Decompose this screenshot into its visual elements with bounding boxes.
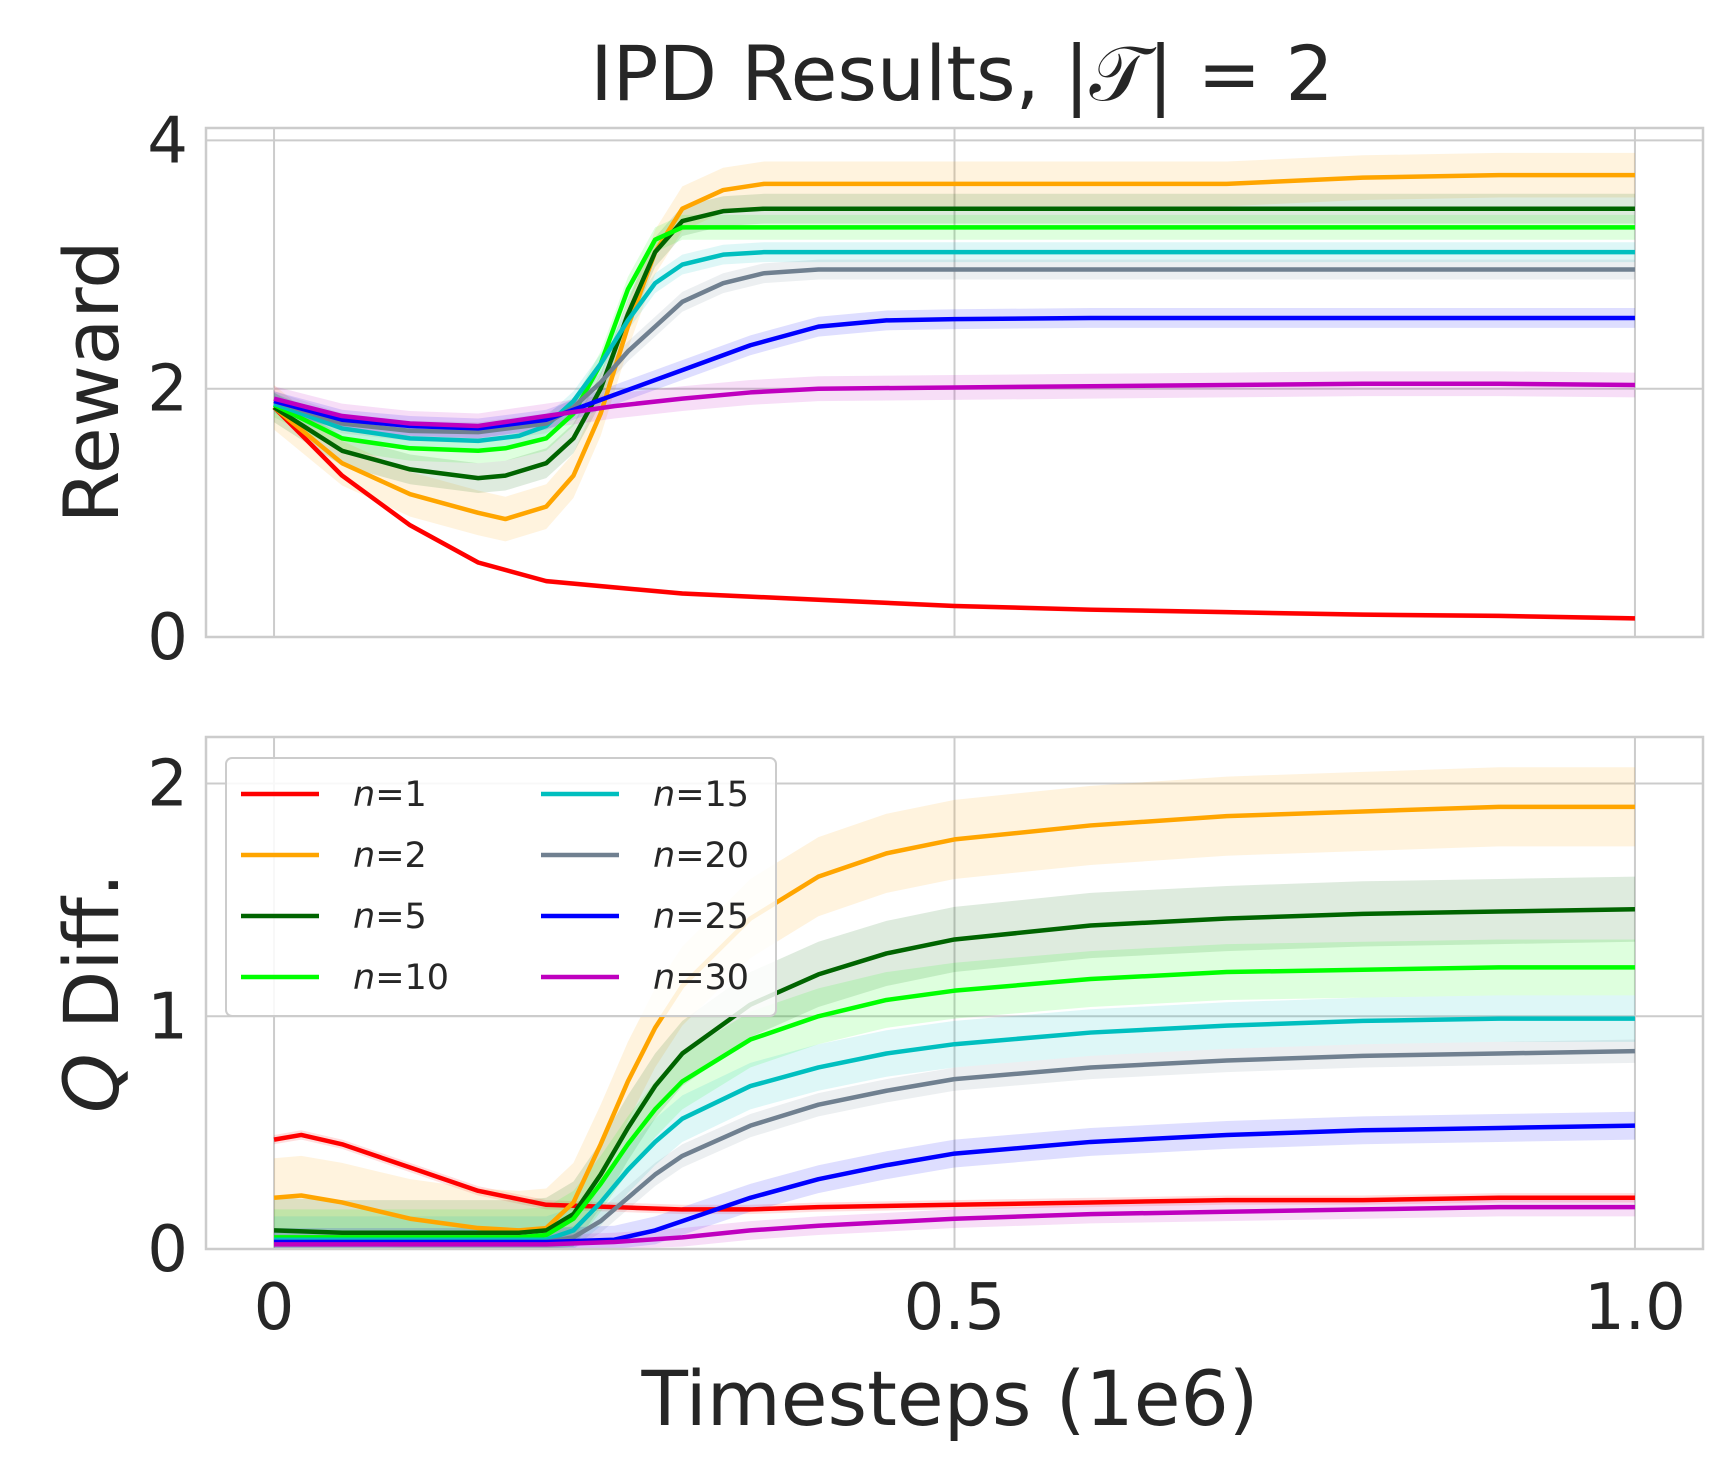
legend: n=1 n=2 n=5 n=10 n=15 n=20 n=25 n=30 xyxy=(225,757,777,1017)
reward-band-n2 xyxy=(274,152,1635,542)
qdiff-x-tick-label: 0 xyxy=(254,1271,295,1345)
legend-label-n20: n=20 xyxy=(653,836,749,876)
reward-line-n5 xyxy=(272,206,1635,481)
reward-line-n10 xyxy=(273,225,1635,454)
qdiff-line-n30 xyxy=(274,1204,1635,1247)
qdiff-band-n2 xyxy=(274,767,1635,1249)
reward-line-n20 xyxy=(273,267,1635,435)
figure-title: IPD Results, |𝒯| = 2 xyxy=(590,29,1333,119)
reward-line-n1 xyxy=(272,405,1635,621)
reward-line-n30 xyxy=(273,381,1635,429)
reward-y-tick-label: 0 xyxy=(147,601,188,675)
qdiff-y-axis-label: Q Diff. xyxy=(47,873,136,1113)
legend-label-n2: n=2 xyxy=(353,836,427,876)
qdiff-line-n10 xyxy=(274,965,1635,1240)
legend-label-n30: n=30 xyxy=(653,958,749,998)
qdiff-band-n10 xyxy=(274,939,1635,1249)
qdiff-line-n15 xyxy=(274,1016,1635,1242)
legend-label-n15: n=15 xyxy=(653,775,749,815)
reward-y-axis-label: Reward xyxy=(47,240,136,523)
qdiff-band-n25 xyxy=(274,1111,1635,1249)
reward-line-n25 xyxy=(273,315,1635,431)
reward-line-n15 xyxy=(273,249,1635,444)
qdiff-line-n2 xyxy=(273,804,1635,1233)
qdiff-plot-frame xyxy=(204,735,1705,1251)
legend-box xyxy=(225,757,777,1017)
legend-label-n25: n=25 xyxy=(653,897,749,937)
reward-band-n30 xyxy=(274,371,1635,439)
qdiff-x-tick-label: 0.5 xyxy=(904,1271,1006,1345)
reward-band-n5 xyxy=(274,193,1635,493)
qdiff-band-n20 xyxy=(274,1039,1635,1249)
reward-y-tick-label: 4 xyxy=(147,104,188,178)
legend-label-n5: n=5 xyxy=(353,897,427,937)
qdiff-y-tick-label: 0 xyxy=(147,1213,188,1287)
x-axis-label: Timesteps (1e6) xyxy=(641,1354,1259,1443)
reward-y-tick-label: 2 xyxy=(147,353,188,427)
qdiff-line-n25 xyxy=(274,1123,1635,1245)
qdiff-line-n5 xyxy=(273,906,1635,1235)
qdiff-y-tick-label: 2 xyxy=(147,748,188,822)
qdiff-y-tick-label: 1 xyxy=(147,980,188,1054)
legend-label-n10: n=10 xyxy=(353,958,449,998)
reward-plot-frame xyxy=(204,126,1705,639)
legend-label-n1: n=1 xyxy=(353,775,427,815)
qdiff-x-tick-label: 1.0 xyxy=(1584,1271,1686,1345)
qdiff-band-n5 xyxy=(274,876,1635,1249)
reward-line-n2 xyxy=(272,172,1635,522)
